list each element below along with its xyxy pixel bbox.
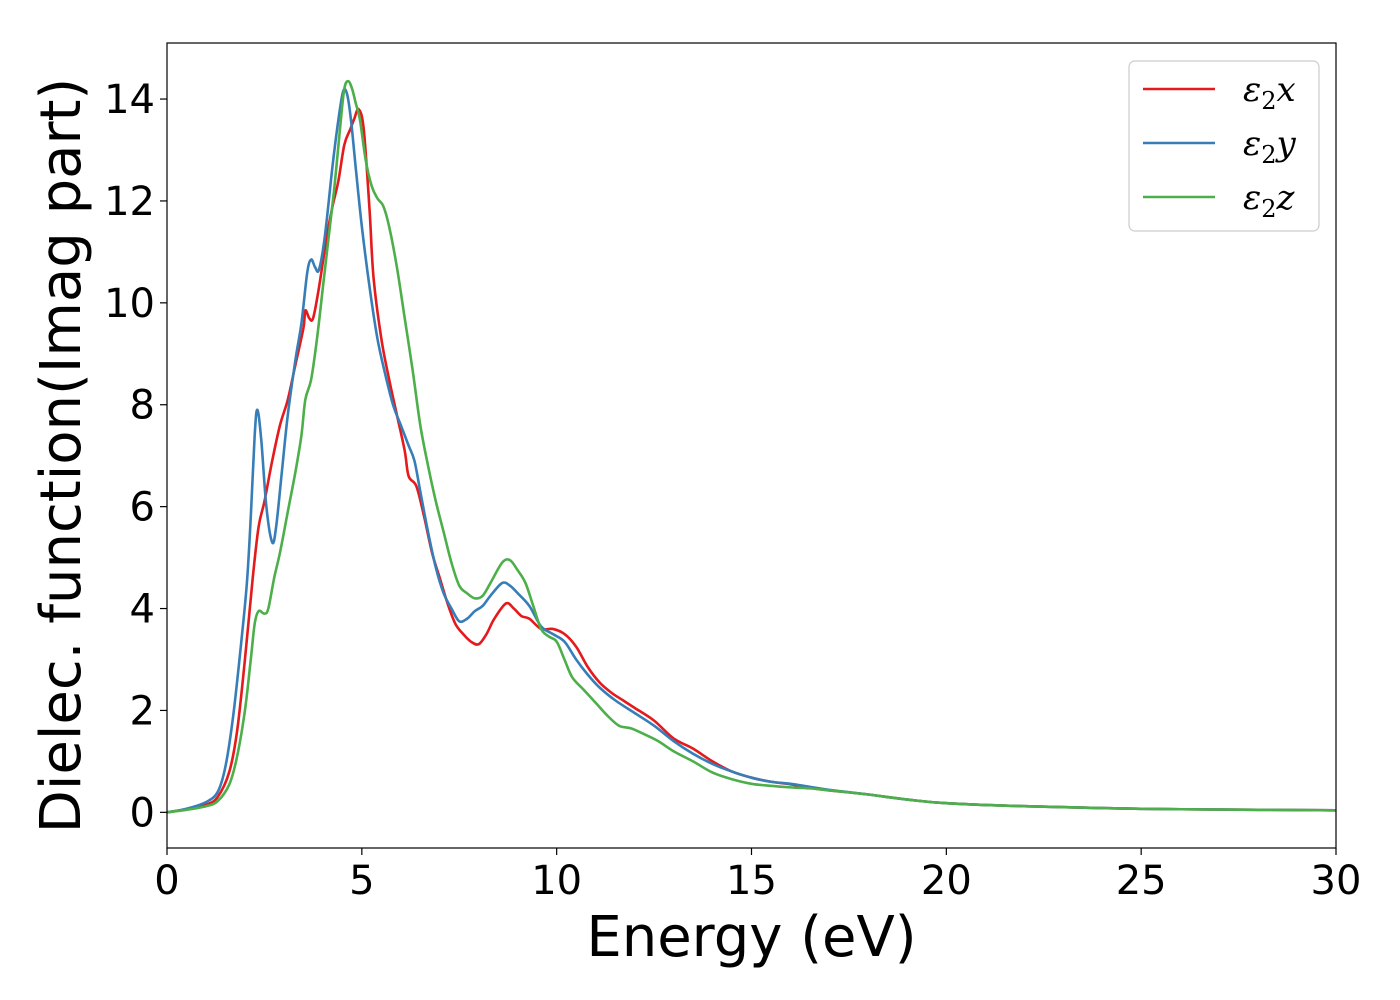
x-tick-label: 5	[349, 858, 374, 904]
series-line-2	[166, 79, 1337, 814]
series-line-1	[166, 87, 1337, 814]
x-tick-label: 25	[1116, 858, 1167, 904]
x-tick-label: 15	[726, 858, 777, 904]
legend: ε2x ε2y ε2z	[1128, 60, 1320, 232]
legend-box	[1128, 60, 1320, 232]
y-tick-label: 0	[130, 790, 155, 836]
x-tick-label: 0	[154, 858, 179, 904]
x-tick-label: 20	[921, 858, 972, 904]
x-tick-label: 30	[1311, 858, 1362, 904]
y-tick-label: 2	[130, 688, 155, 734]
y-tick-label: 4	[130, 587, 155, 633]
y-axis-label: Dielec. function(Imag part)	[29, 78, 94, 834]
y-tick-label: 10	[104, 281, 155, 327]
legend-label-0: ε2x	[1243, 70, 1296, 115]
x-tick-label: 10	[531, 858, 582, 904]
x-axis-label: Energy (eV)	[586, 905, 916, 970]
x-axis: 0 5 10 15 20 25 30	[154, 848, 1361, 904]
legend-label-2: ε2z	[1243, 178, 1296, 223]
y-axis: 0 2 4 6 8 10 12 14	[104, 77, 167, 836]
series-layer	[166, 79, 1337, 814]
y-tick-label: 6	[130, 485, 155, 531]
y-tick-label: 14	[104, 77, 155, 123]
y-tick-label: 12	[104, 179, 155, 225]
y-tick-label: 8	[130, 383, 155, 429]
legend-label-1: ε2y	[1243, 124, 1297, 169]
